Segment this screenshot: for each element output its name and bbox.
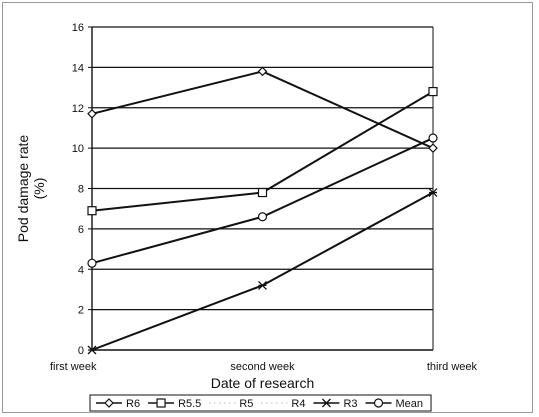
legend-label: R5.5 [178, 398, 201, 410]
series-r6 [87, 66, 438, 153]
legend-marker [373, 398, 384, 408]
x-tick-labels: first week second week third week [50, 361, 477, 373]
legend: R6 R5.5 R5 R4 R3 Mean [89, 394, 432, 412]
legend-item: R5.5 [148, 398, 201, 410]
legend-item: R5 [209, 398, 253, 410]
legend-label: R6 [126, 398, 140, 410]
chart-frame [2, 2, 533, 413]
legend-label: Mean [396, 398, 424, 410]
legend-item: R3 [313, 398, 358, 410]
legend-marker [321, 398, 331, 408]
legend-label: R5 [239, 398, 253, 410]
data-point [257, 187, 268, 198]
legend-item: Mean [365, 398, 424, 410]
data-point [257, 212, 268, 222]
y-axis-title-line1: Pod damage rate [15, 135, 31, 243]
series-r5-5 [87, 86, 438, 216]
data-point [87, 258, 97, 268]
legend-item: R4 [261, 398, 305, 410]
y-tick-label: 2 [78, 305, 84, 317]
legend-label: R4 [291, 398, 305, 410]
x-axis-title: Date of research [211, 375, 315, 391]
legend-label: R3 [343, 398, 357, 410]
series-r3 [87, 188, 438, 355]
data-point [258, 280, 267, 290]
x-tick-label: first week [50, 361, 97, 373]
data-point [428, 86, 438, 97]
data-point [428, 133, 438, 143]
data-point [87, 345, 97, 355]
y-tick-label: 4 [78, 264, 84, 276]
legend-marker [104, 398, 114, 408]
y-tick-label: 8 [78, 184, 84, 196]
series-mean [87, 133, 438, 268]
axes [88, 26, 434, 351]
y-axis-title-line2: (%) [31, 178, 47, 200]
x-tick-label: second week [230, 361, 295, 373]
gridlines [92, 26, 433, 311]
legend-box [89, 394, 432, 412]
y-tick-label: 14 [72, 62, 84, 74]
x-tick-label: third week [427, 361, 478, 373]
data-point [87, 206, 97, 216]
data-point [87, 108, 97, 119]
y-tick-label: 16 [72, 22, 84, 34]
legend-marker [156, 398, 166, 408]
y-tick-label: 6 [78, 224, 84, 236]
y-tick-label: 10 [72, 143, 84, 155]
y-tick-label: 12 [72, 103, 84, 115]
y-tick-label: 0 [78, 345, 84, 357]
data-point [257, 66, 268, 77]
data-point [428, 143, 438, 153]
y-tick-labels: 0 2 4 6 8 10 12 14 16 [72, 22, 84, 357]
series-lines [87, 66, 438, 355]
data-point [428, 188, 438, 197]
legend-item: R6 [96, 398, 140, 410]
